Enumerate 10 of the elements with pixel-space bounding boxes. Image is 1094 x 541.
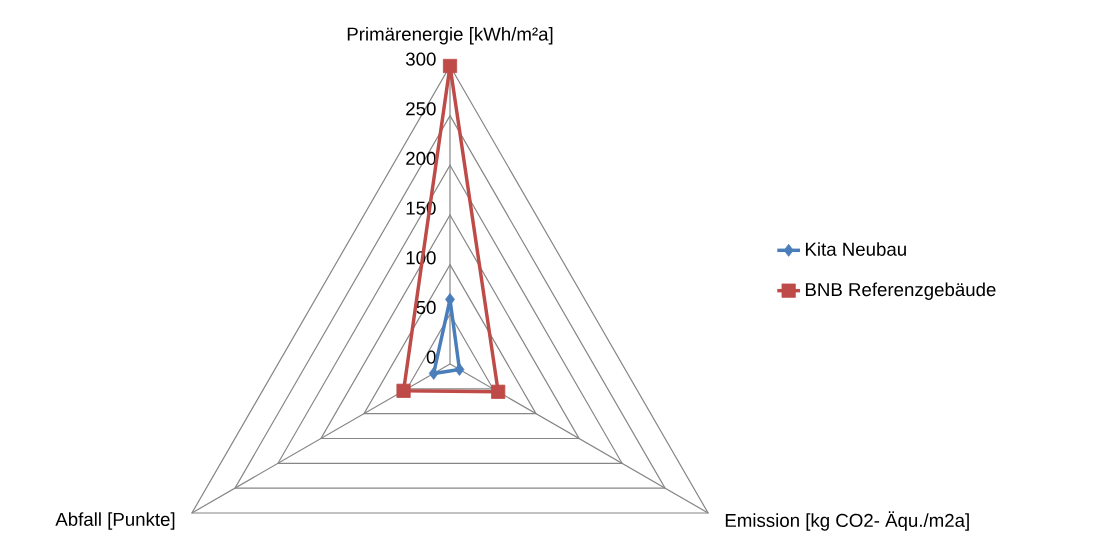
y-tick-label: 50 xyxy=(416,300,436,315)
spoke-label: Abfall [Punkte] xyxy=(55,512,175,530)
y-tick-label: 200 xyxy=(406,151,436,166)
spoke-label: Primärenergie [kWh/m²a] xyxy=(347,26,553,45)
y-tick-label: 0 xyxy=(426,350,436,364)
spoke-label: Emission [kg CO2- Äqu./m2a] xyxy=(725,511,969,531)
y-tick-label: 300 xyxy=(405,52,436,66)
y-tick-label: 250 xyxy=(406,102,436,116)
legend-label: BNB Referenzgebäude xyxy=(805,282,996,300)
legend-label: Kita Neubau xyxy=(805,242,906,256)
